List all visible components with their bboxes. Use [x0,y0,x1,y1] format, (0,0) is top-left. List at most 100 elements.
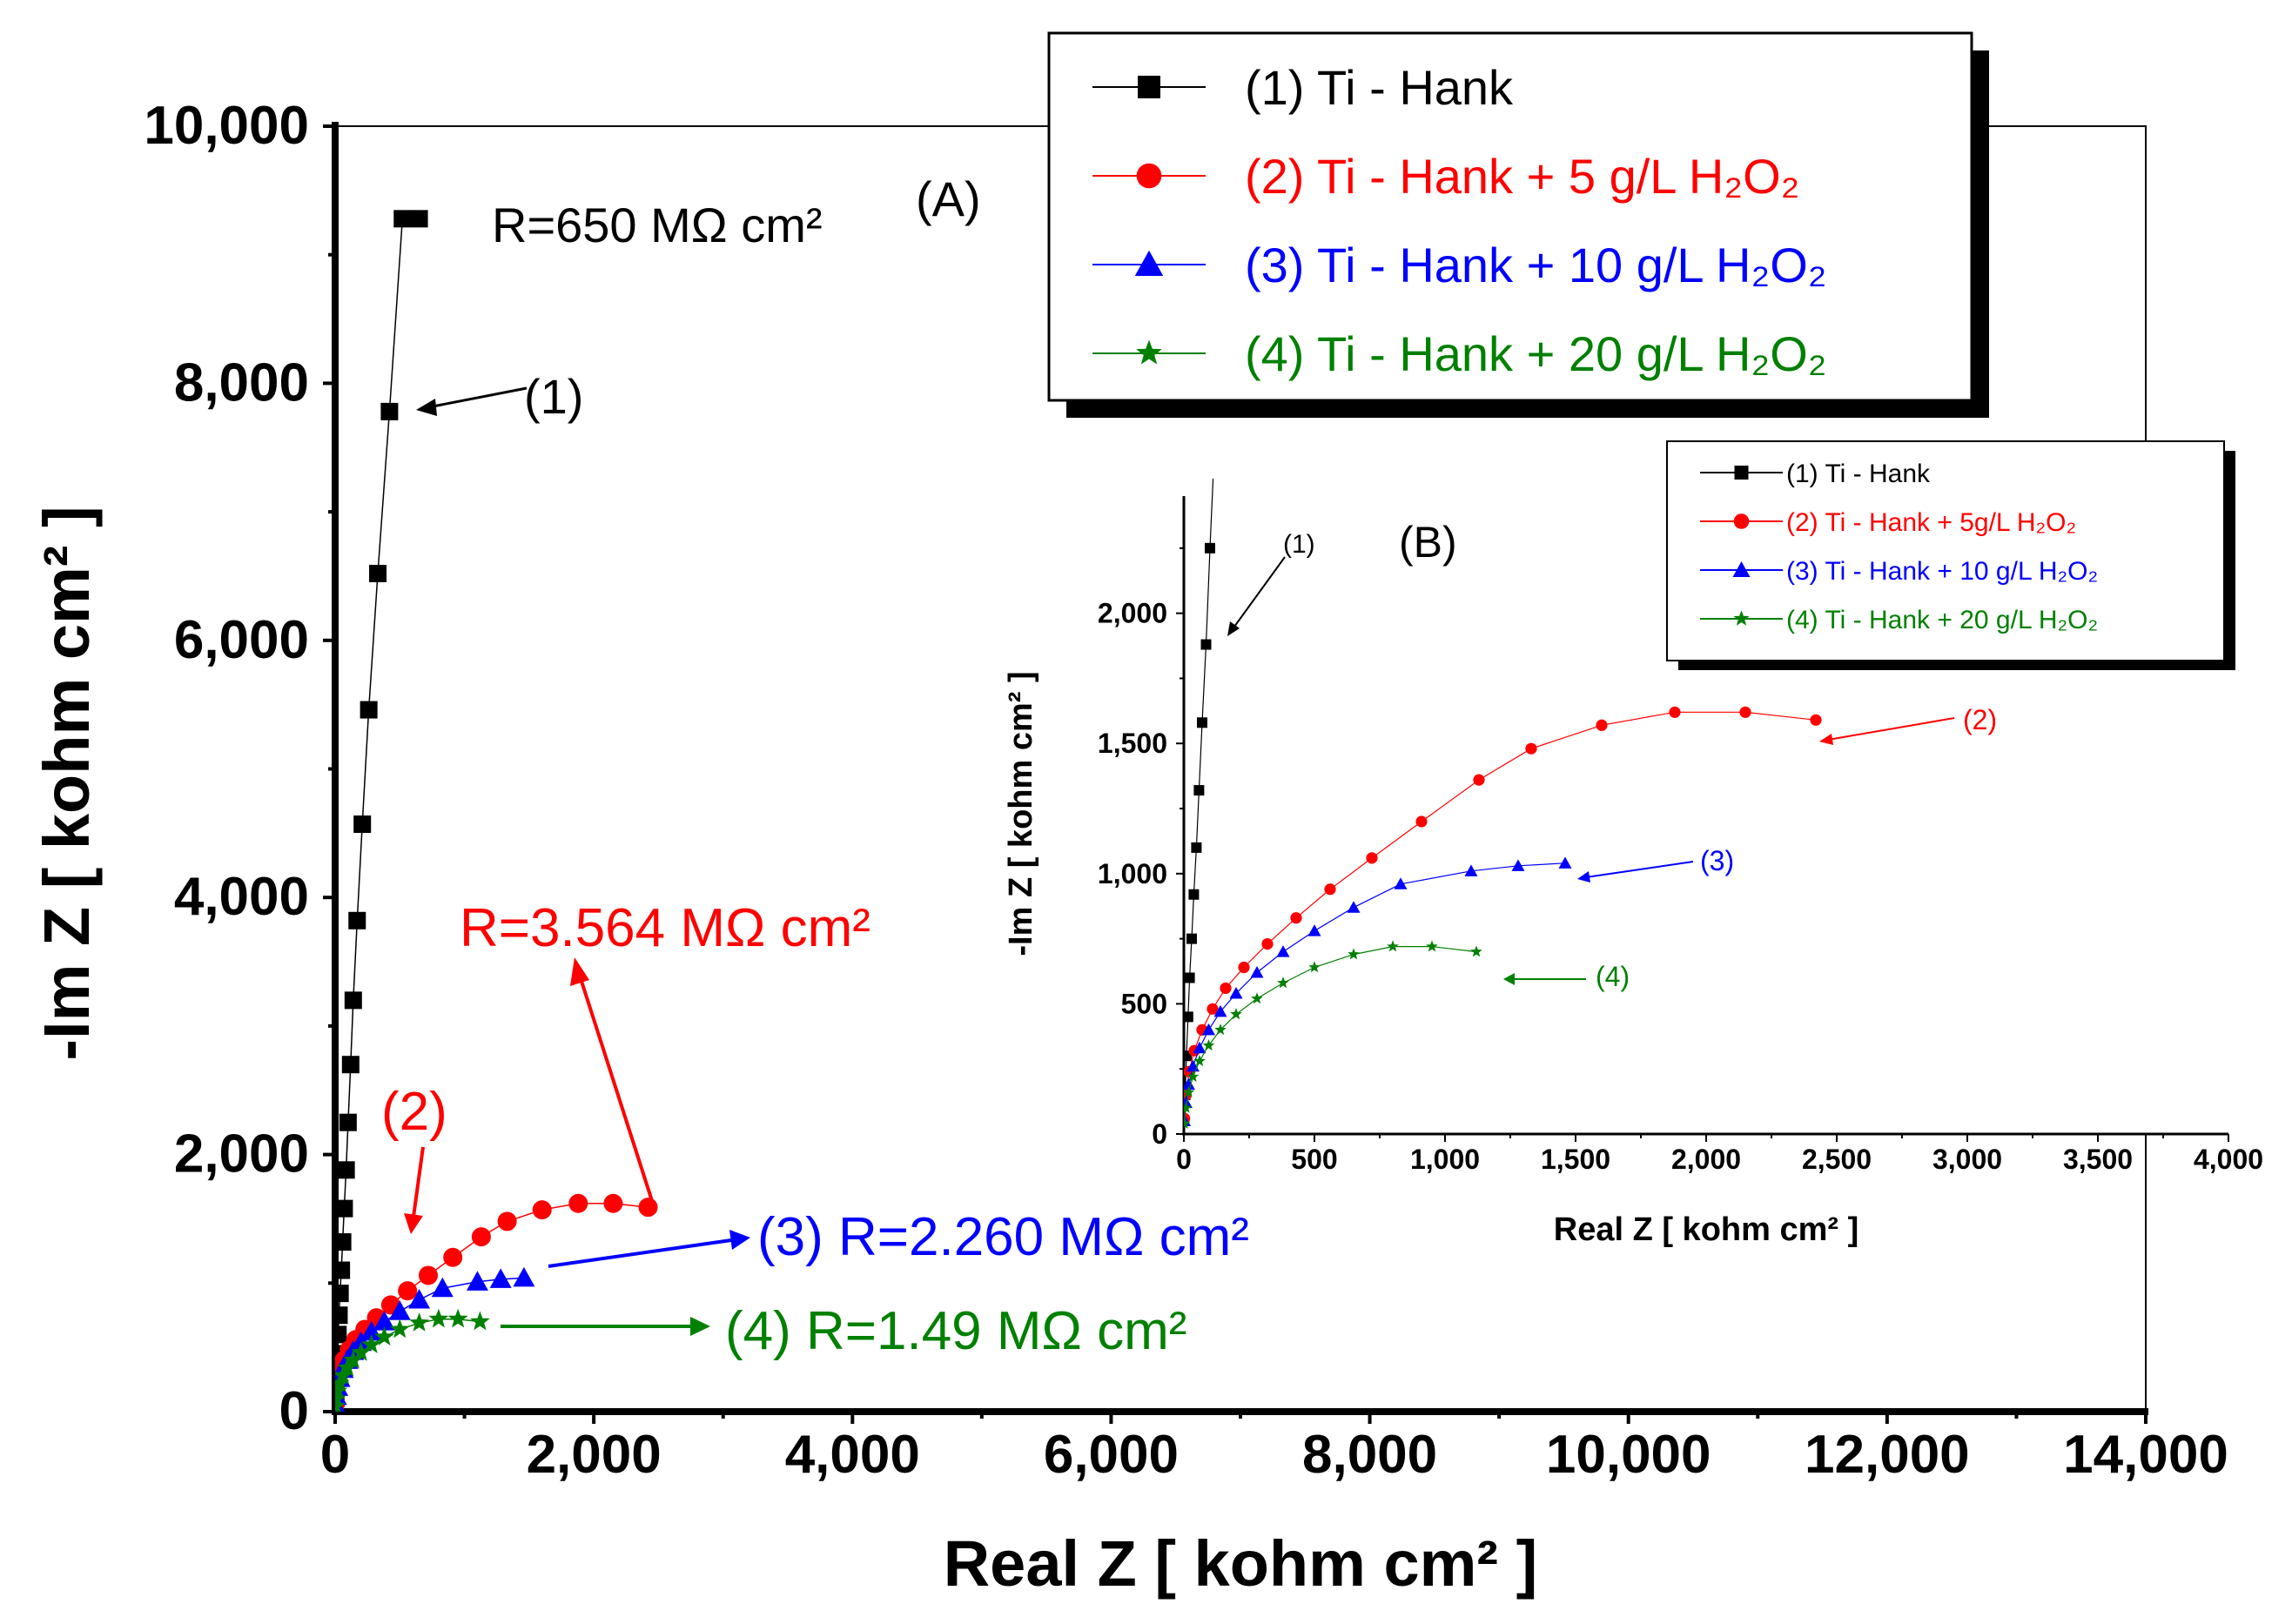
panel-b-ticks [1176,547,2229,1142]
series-4 [335,1308,490,1412]
legend-label-3: (3) Ti - Hank + 10 g/L H₂O₂ [1786,557,2098,586]
legend-marker-2 [1733,513,1750,529]
x-tick-label: 2,500 [1802,1144,1872,1175]
series-2 [1184,706,1822,1124]
y-tick-label: 0 [279,1381,309,1441]
series-1-point [335,1199,353,1218]
series-4-point [343,1349,364,1369]
legend-marker-2 [1136,163,1162,189]
x-tick-label: 2,000 [527,1425,662,1485]
series-2-point [1525,742,1537,755]
legend-label-1: (1) Ti - Hank [1245,60,1514,115]
legend-label-4: (4) Ti - Hank + 20 g/L H₂O₂ [1245,326,1827,381]
series-3-point [1558,856,1572,869]
series-4-point [1184,1085,1195,1097]
series-3-point [489,1268,512,1288]
legend-label-4: (4) Ti - Hank + 20 g/L H₂O₂ [1786,606,2098,634]
series-4-point [1202,1039,1215,1051]
y-tick-label: 8,000 [174,352,309,413]
series-1-point [1200,639,1212,650]
series-3-point [408,1289,431,1309]
panel-a-legend: (1) Ti - Hank (2) Ti - Hank + 5 g/L H₂O₂ (… [1047,31,1989,418]
x-tick-label: 6,000 [1044,1425,1179,1485]
arrow-2-long [577,972,655,1207]
series-2-point [398,1281,418,1301]
series-2-point [1290,912,1302,924]
series-4-point [1470,945,1482,957]
series-1-point [335,1306,348,1325]
series-4-point [351,1342,372,1361]
legend-marker-1 [1138,76,1160,98]
legend-a-box [1047,31,1973,402]
series-4-point [447,1308,468,1328]
series-3-point [388,1300,411,1320]
series-2-point [603,1193,623,1213]
series-1-point [335,1233,352,1252]
series-4-point [1184,1117,1191,1129]
y-tick-label: 4,000 [174,867,309,927]
series-3-point [373,1311,395,1331]
arrow-1 [427,386,528,409]
series-1-point [348,911,366,929]
legend-marker-3 [1732,561,1751,577]
series-1-line [1184,479,1214,1096]
series-1-point [380,402,399,420]
series-3-point [1464,864,1478,876]
series-2-point [568,1193,588,1213]
series-1-point [369,564,387,582]
x-tick-label: 14,000 [2063,1425,2228,1485]
annotation-label-2: (2) [381,1082,447,1142]
arrow-3-head [729,1230,750,1250]
inset-annotation-3: (3) [1700,845,1734,876]
y-tick-label: 1,000 [1098,858,1167,889]
series-1-point [335,1325,347,1344]
inset-arrow-1-head [1227,621,1240,636]
series-4-point [1214,1023,1227,1036]
series-2-point [418,1265,438,1285]
panel-b-series [1184,479,1822,1129]
series-4-point [1348,948,1360,960]
arrow-3 [548,1238,732,1268]
series-4-point [1387,940,1399,952]
x-tick-label: 2,000 [1671,1144,1741,1175]
x-tick-label: 4,000 [785,1425,920,1485]
x-tick-label: 10,000 [1546,1425,1711,1485]
panel-b-y-axis-title: -Im Z [ kohm cm² ] [1003,671,1039,956]
arrow-2-short-head [404,1213,423,1234]
series-3-point [1213,1004,1227,1017]
legend-b-box [1666,440,2225,661]
series-4-point [1230,1008,1242,1020]
series-4-point [1184,1101,1193,1113]
legend-label-1: (1) Ti - Hank [1786,460,1931,488]
panel-a: 0 2,000 4,000 6,000 8,000 10,000 12,000 14,000 0… [30,31,2228,1600]
series-1-point [1191,842,1202,853]
x-tick-label: 1,500 [1541,1144,1610,1175]
y-tick-label: 10,000 [144,96,309,156]
inset-arrow-1 [1233,556,1286,627]
inset-annotation-2: (2) [1963,704,1997,735]
legend-b-entries: (1) Ti - Hank (2) Ti - Hank + 5g/L H₂O₂ (3… [1700,460,2098,634]
series-4 [1184,940,1482,1129]
series-2-point [1739,706,1751,718]
inset-annotation-4: (4) [1596,961,1630,992]
series-2-point [1238,961,1250,974]
series-2-point [497,1211,517,1231]
series-1-point [1188,889,1200,900]
panel-a-y-axis-title: -Im Z [ kohm cm² ] [30,506,103,1060]
panel-a-label: (A) [916,171,981,226]
series-1-point [1205,542,1215,554]
legend-label-2: (2) Ti - Hank + 5g/L H₂O₂ [1786,508,2076,537]
series-3-point [1307,924,1321,936]
series-2-point [471,1227,491,1247]
series-1-point [335,1261,351,1279]
series-1-point [393,210,412,228]
series-1-point [335,1285,349,1303]
inset-arrow-2 [1827,717,1955,741]
annotation-r-4: (4) R=1.49 MΩ cm² [725,1301,1186,1361]
x-tick-label: 1,000 [1410,1144,1480,1175]
panel-b-label: (B) [1399,518,1457,567]
series-1-point [1193,785,1205,796]
panel-a-tick-labels: 0 2,000 4,000 6,000 8,000 10,000 12,000 14,000 0… [144,96,2228,1485]
y-tick-label: 0 [1152,1118,1167,1150]
y-tick-label: 500 [1121,988,1167,1019]
